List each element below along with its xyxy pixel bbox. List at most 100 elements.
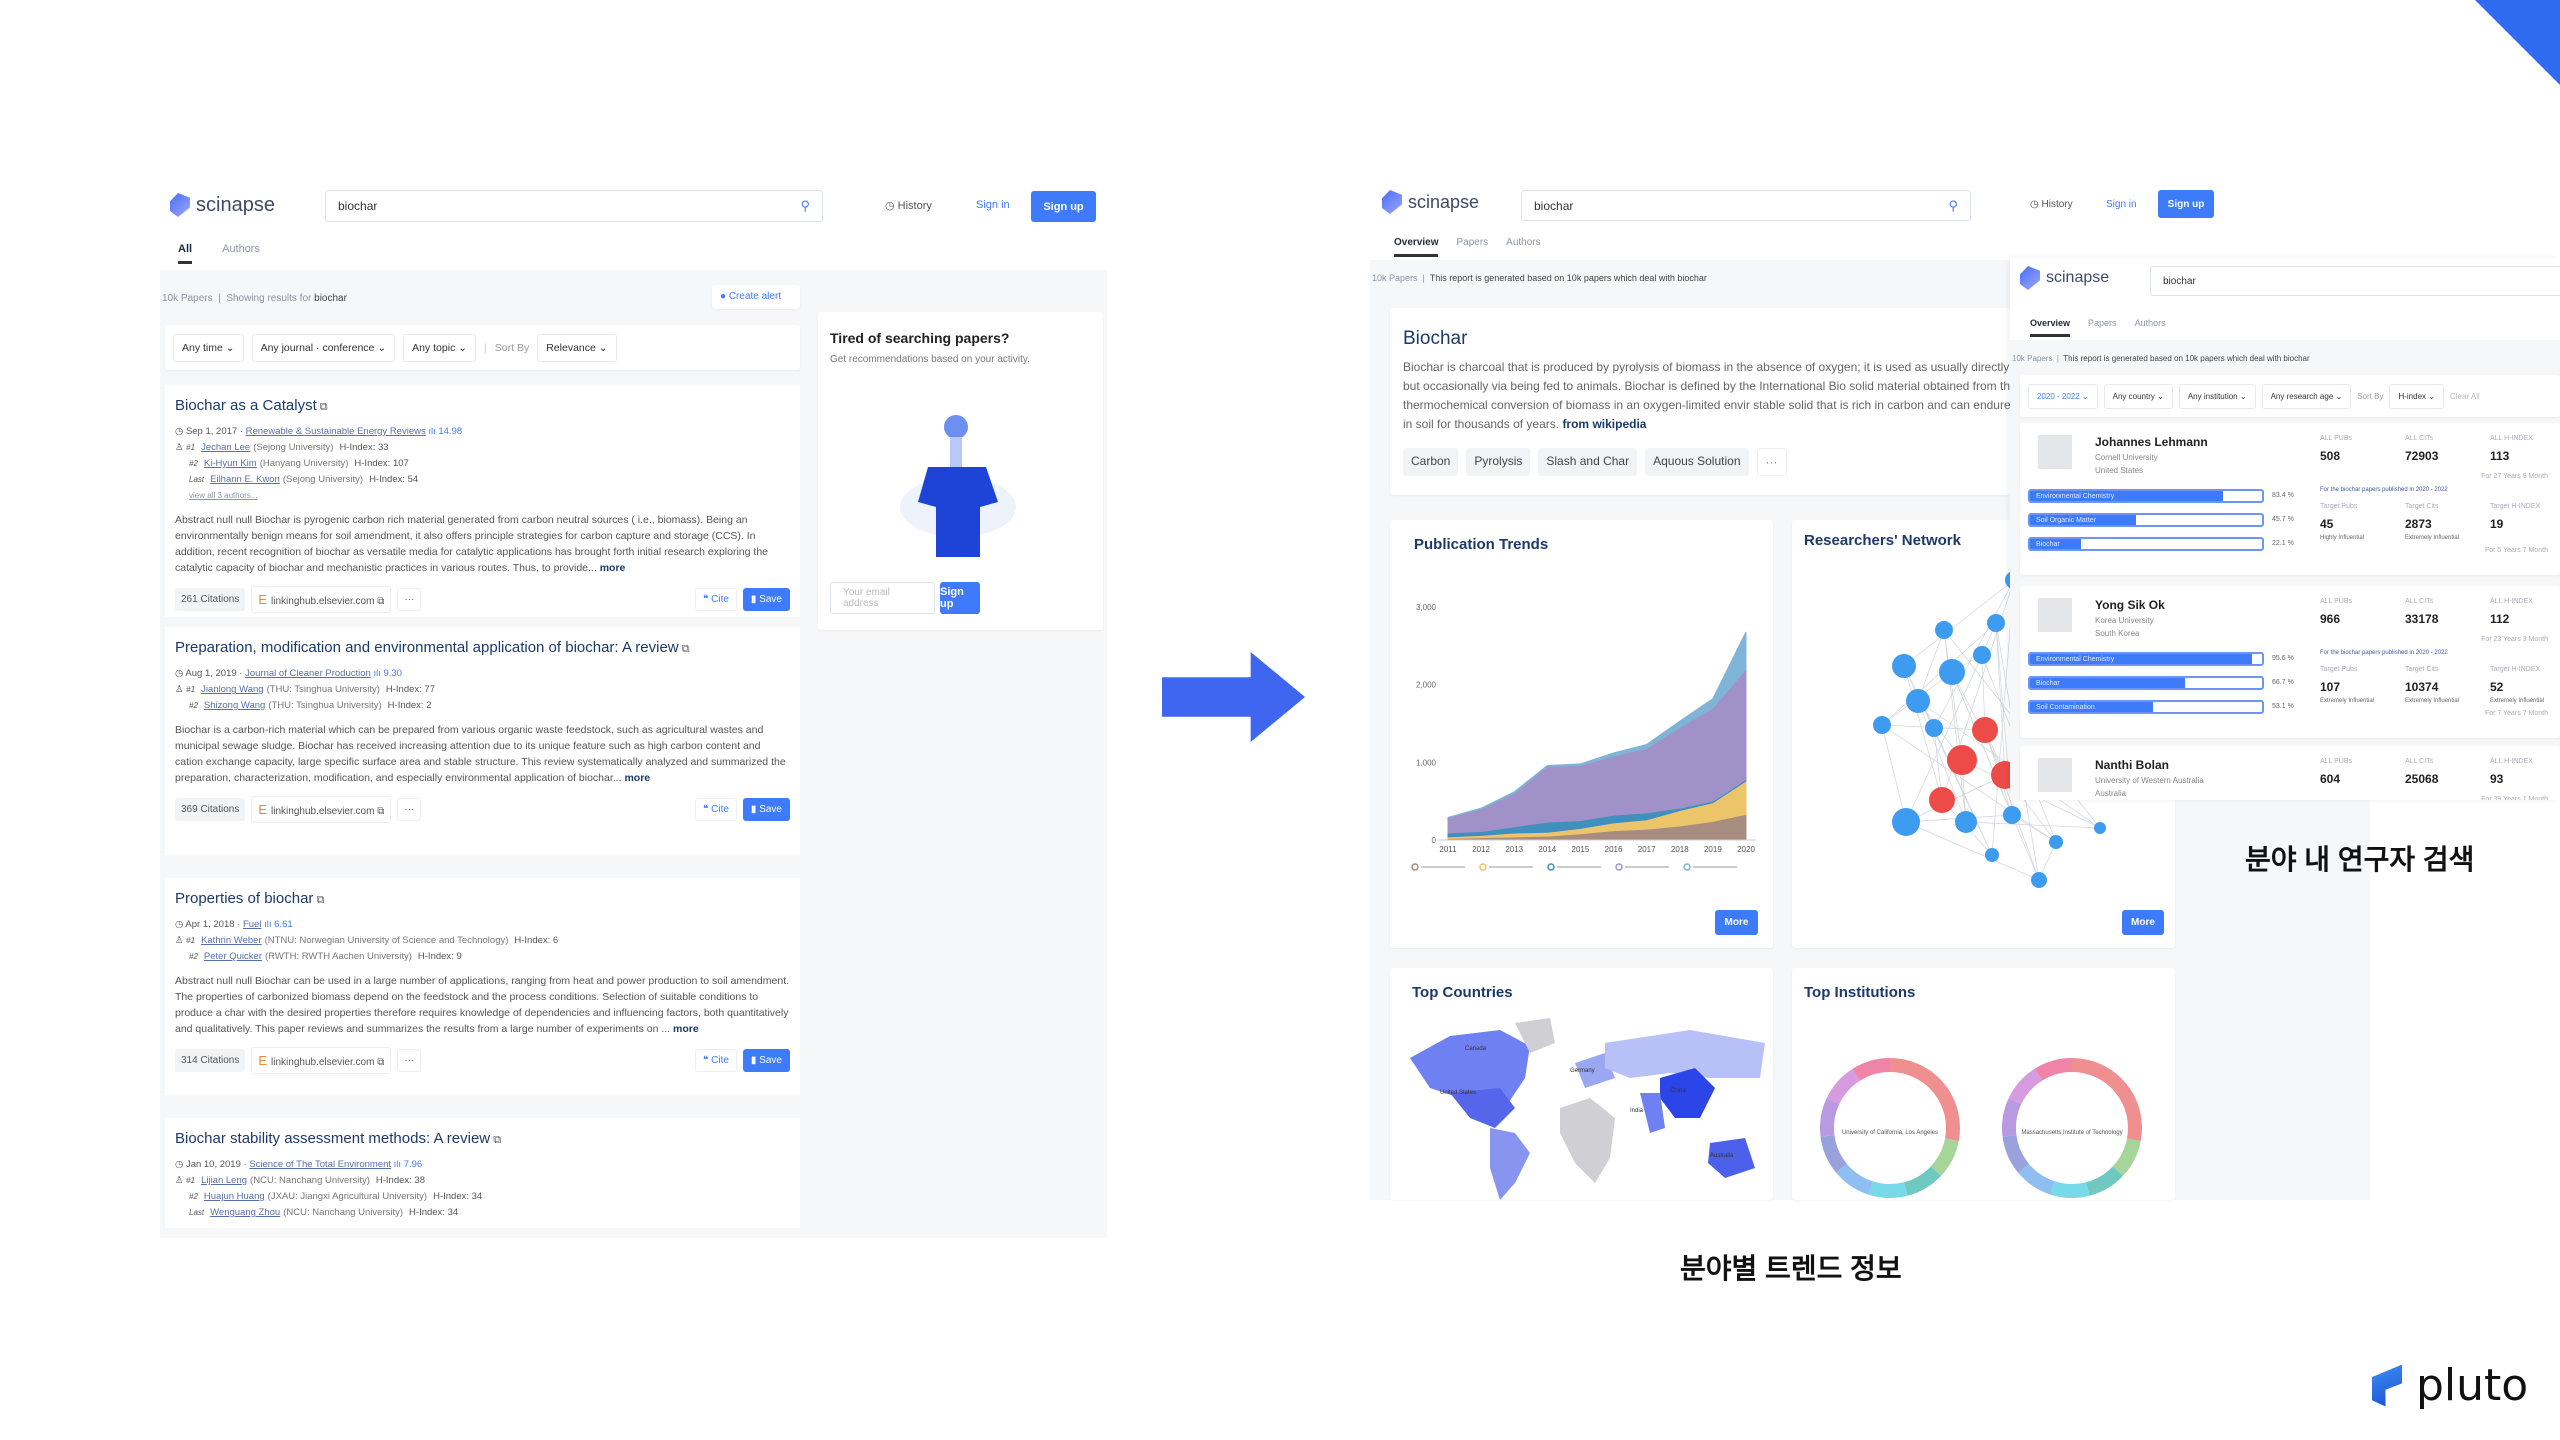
tab-all[interactable]: All xyxy=(178,243,193,264)
career-length: For 39 Years 1 Month xyxy=(2481,796,2548,800)
search-input[interactable]: biochar ⚲ xyxy=(325,190,823,222)
wikipedia-link[interactable]: from wikipedia xyxy=(1562,417,1647,431)
history-link[interactable]: ◷ History xyxy=(885,199,932,212)
create-alert-button[interactable]: ● Create alert xyxy=(712,285,800,309)
citation-count[interactable]: 314 Citations xyxy=(175,1049,246,1072)
author-link[interactable]: Wenguang Zhou xyxy=(210,1207,281,1218)
clear-all-button[interactable]: Clear All xyxy=(2449,391,2480,401)
topic-chip[interactable]: Pyrolysis xyxy=(1466,448,1531,476)
search-icon[interactable]: ⚲ xyxy=(1948,197,1958,213)
more-link[interactable]: more xyxy=(673,1023,699,1035)
legend-marker xyxy=(1683,863,1691,871)
more-topics-button[interactable]: ··· xyxy=(1756,448,1787,476)
journal-link[interactable]: Science of The Total Environment xyxy=(249,1159,392,1170)
author-link[interactable]: Huajun Huang xyxy=(203,1191,265,1202)
journal-link[interactable]: Renewable & Sustainable Energy Reviews xyxy=(245,426,426,437)
more-options-button[interactable]: ··· xyxy=(397,1049,422,1072)
author-filter[interactable]: 2020 - 2022 ⌄ xyxy=(2028,383,2098,409)
external-link-icon[interactable]: ⧉ xyxy=(678,643,690,655)
topic-chip[interactable]: Carbon xyxy=(1403,448,1459,476)
author-link[interactable]: Kathrin Weber xyxy=(201,935,262,946)
cite-button[interactable]: ❝ Cite xyxy=(694,1049,737,1072)
scinapse-logo[interactable]: scinapse xyxy=(1382,190,1479,214)
institution-label: University of California, Los Angeles xyxy=(1841,1130,1939,1136)
more-options-button[interactable]: ··· xyxy=(397,798,422,821)
tab-papers[interactable]: Papers xyxy=(2088,318,2117,328)
topic-percent: 95.6 % xyxy=(2272,655,2294,662)
paper-title[interactable]: Preparation, modification and environmen… xyxy=(175,639,790,656)
more-link[interactable]: more xyxy=(624,772,651,784)
cite-button[interactable]: ❝ Cite xyxy=(694,798,737,821)
author-link[interactable]: Eilhann E. Kwon xyxy=(210,474,280,485)
author-link[interactable]: Shizong Wang xyxy=(203,700,266,711)
email-input[interactable]: Your email address xyxy=(830,582,935,614)
tab-authors[interactable]: Authors xyxy=(2134,318,2166,328)
author-name[interactable]: Johannes Lehmann xyxy=(2095,435,2208,449)
sort-select[interactable]: H-index ⌄ xyxy=(2389,383,2444,409)
author-link[interactable]: Jianlong Wang xyxy=(201,684,264,695)
author-search-screen: scinapse biochar Overview Papers Authors 1… xyxy=(2010,258,2560,800)
author-name[interactable]: Nanthi Bolan xyxy=(2095,758,2169,772)
view-all-authors-link[interactable]: view all 3 authors... xyxy=(189,491,258,500)
sort-select[interactable]: Relevance ⌄ xyxy=(537,333,617,362)
scinapse-logo[interactable]: scinapse xyxy=(2020,266,2109,290)
sign-in-link[interactable]: Sign in xyxy=(976,199,1010,211)
history-link[interactable]: ◷ History xyxy=(2030,199,2073,210)
save-button[interactable]: ▮ Save xyxy=(742,588,790,611)
donut-segment xyxy=(2071,1058,2142,1142)
author-filter[interactable]: Any research age ⌄ xyxy=(2261,383,2352,409)
author-name[interactable]: Yong Sik Ok xyxy=(2095,598,2165,612)
author-affiliation: (Sejong University) xyxy=(253,442,334,453)
search-input[interactable]: biochar ⚲ xyxy=(1521,190,1971,221)
author-link[interactable]: Peter Quicker xyxy=(203,951,262,962)
external-link-icon[interactable]: ⧉ xyxy=(490,1134,502,1146)
author-link[interactable]: Jechan Lee xyxy=(201,442,251,453)
paper-title[interactable]: Biochar as a Catalyst ⧉ xyxy=(175,397,790,414)
external-link-icon[interactable]: ⧉ xyxy=(316,401,328,413)
paper-title[interactable]: Biochar stability assessment methods: A … xyxy=(175,1130,790,1147)
paper-title[interactable]: Properties of biochar ⧉ xyxy=(175,890,790,907)
save-button[interactable]: ▮ Save xyxy=(742,798,790,821)
external-link-icon[interactable]: ⧉ xyxy=(313,894,325,906)
paper-title-text[interactable]: Preparation, modification and environmen… xyxy=(175,639,679,656)
author-link[interactable]: Lijian Leng xyxy=(201,1175,248,1186)
author-filter-bar: 2020 - 2022 ⌄ Any country ⌄ Any institutio… xyxy=(2020,375,2560,417)
search-input[interactable]: biochar xyxy=(2150,266,2560,296)
filter-topic[interactable]: Any topic ⌄ xyxy=(403,333,477,362)
journal-link[interactable]: Fuel xyxy=(242,919,262,930)
pub-more-button[interactable]: More xyxy=(1715,910,1758,935)
tab-overview[interactable]: Overview xyxy=(2030,318,2071,337)
topic-chip[interactable]: Aquous Solution xyxy=(1645,448,1749,476)
network-more-button[interactable]: More xyxy=(2122,910,2164,935)
author-filter[interactable]: Any institution ⌄ xyxy=(2178,383,2256,409)
filter-journal[interactable]: Any journal · conference ⌄ xyxy=(251,333,396,362)
sign-up-button[interactable]: Sign up xyxy=(2158,190,2214,218)
journal-link[interactable]: Journal of Cleaner Production xyxy=(245,668,371,679)
cite-button[interactable]: ❝ Cite xyxy=(694,588,737,611)
paper-title-text[interactable]: Biochar as a Catalyst xyxy=(175,397,317,414)
filter-time[interactable]: Any time ⌄ xyxy=(173,333,244,362)
more-link[interactable]: more xyxy=(599,562,626,574)
tab-authors[interactable]: Authors xyxy=(222,243,260,255)
paper-title-text[interactable]: Biochar stability assessment methods: A … xyxy=(175,1130,491,1147)
promo-sign-up-button[interactable]: Sign up xyxy=(940,582,980,614)
tab-papers[interactable]: Papers xyxy=(1456,237,1489,248)
tab-overview[interactable]: Overview xyxy=(1394,237,1439,257)
more-options-button[interactable]: ··· xyxy=(397,588,422,611)
save-button[interactable]: ▮ Save xyxy=(742,1049,790,1072)
search-icon[interactable]: ⚲ xyxy=(800,198,810,213)
scinapse-logo[interactable]: scinapse xyxy=(170,193,275,217)
sign-up-button[interactable]: Sign up xyxy=(1031,191,1096,222)
sign-in-link[interactable]: Sign in xyxy=(2106,199,2137,210)
tab-authors[interactable]: Authors xyxy=(1506,237,1541,248)
author-link[interactable]: Ki-Hyun Kim xyxy=(203,458,257,469)
citation-count[interactable]: 369 Citations xyxy=(175,798,246,821)
network-node xyxy=(1947,745,1977,775)
citation-count[interactable]: 261 Citations xyxy=(175,588,246,611)
paper-title-text[interactable]: Properties of biochar xyxy=(175,890,314,907)
author-filter[interactable]: Any country ⌄ xyxy=(2103,383,2173,409)
topic-chip[interactable]: Slash and Char xyxy=(1538,448,1638,476)
